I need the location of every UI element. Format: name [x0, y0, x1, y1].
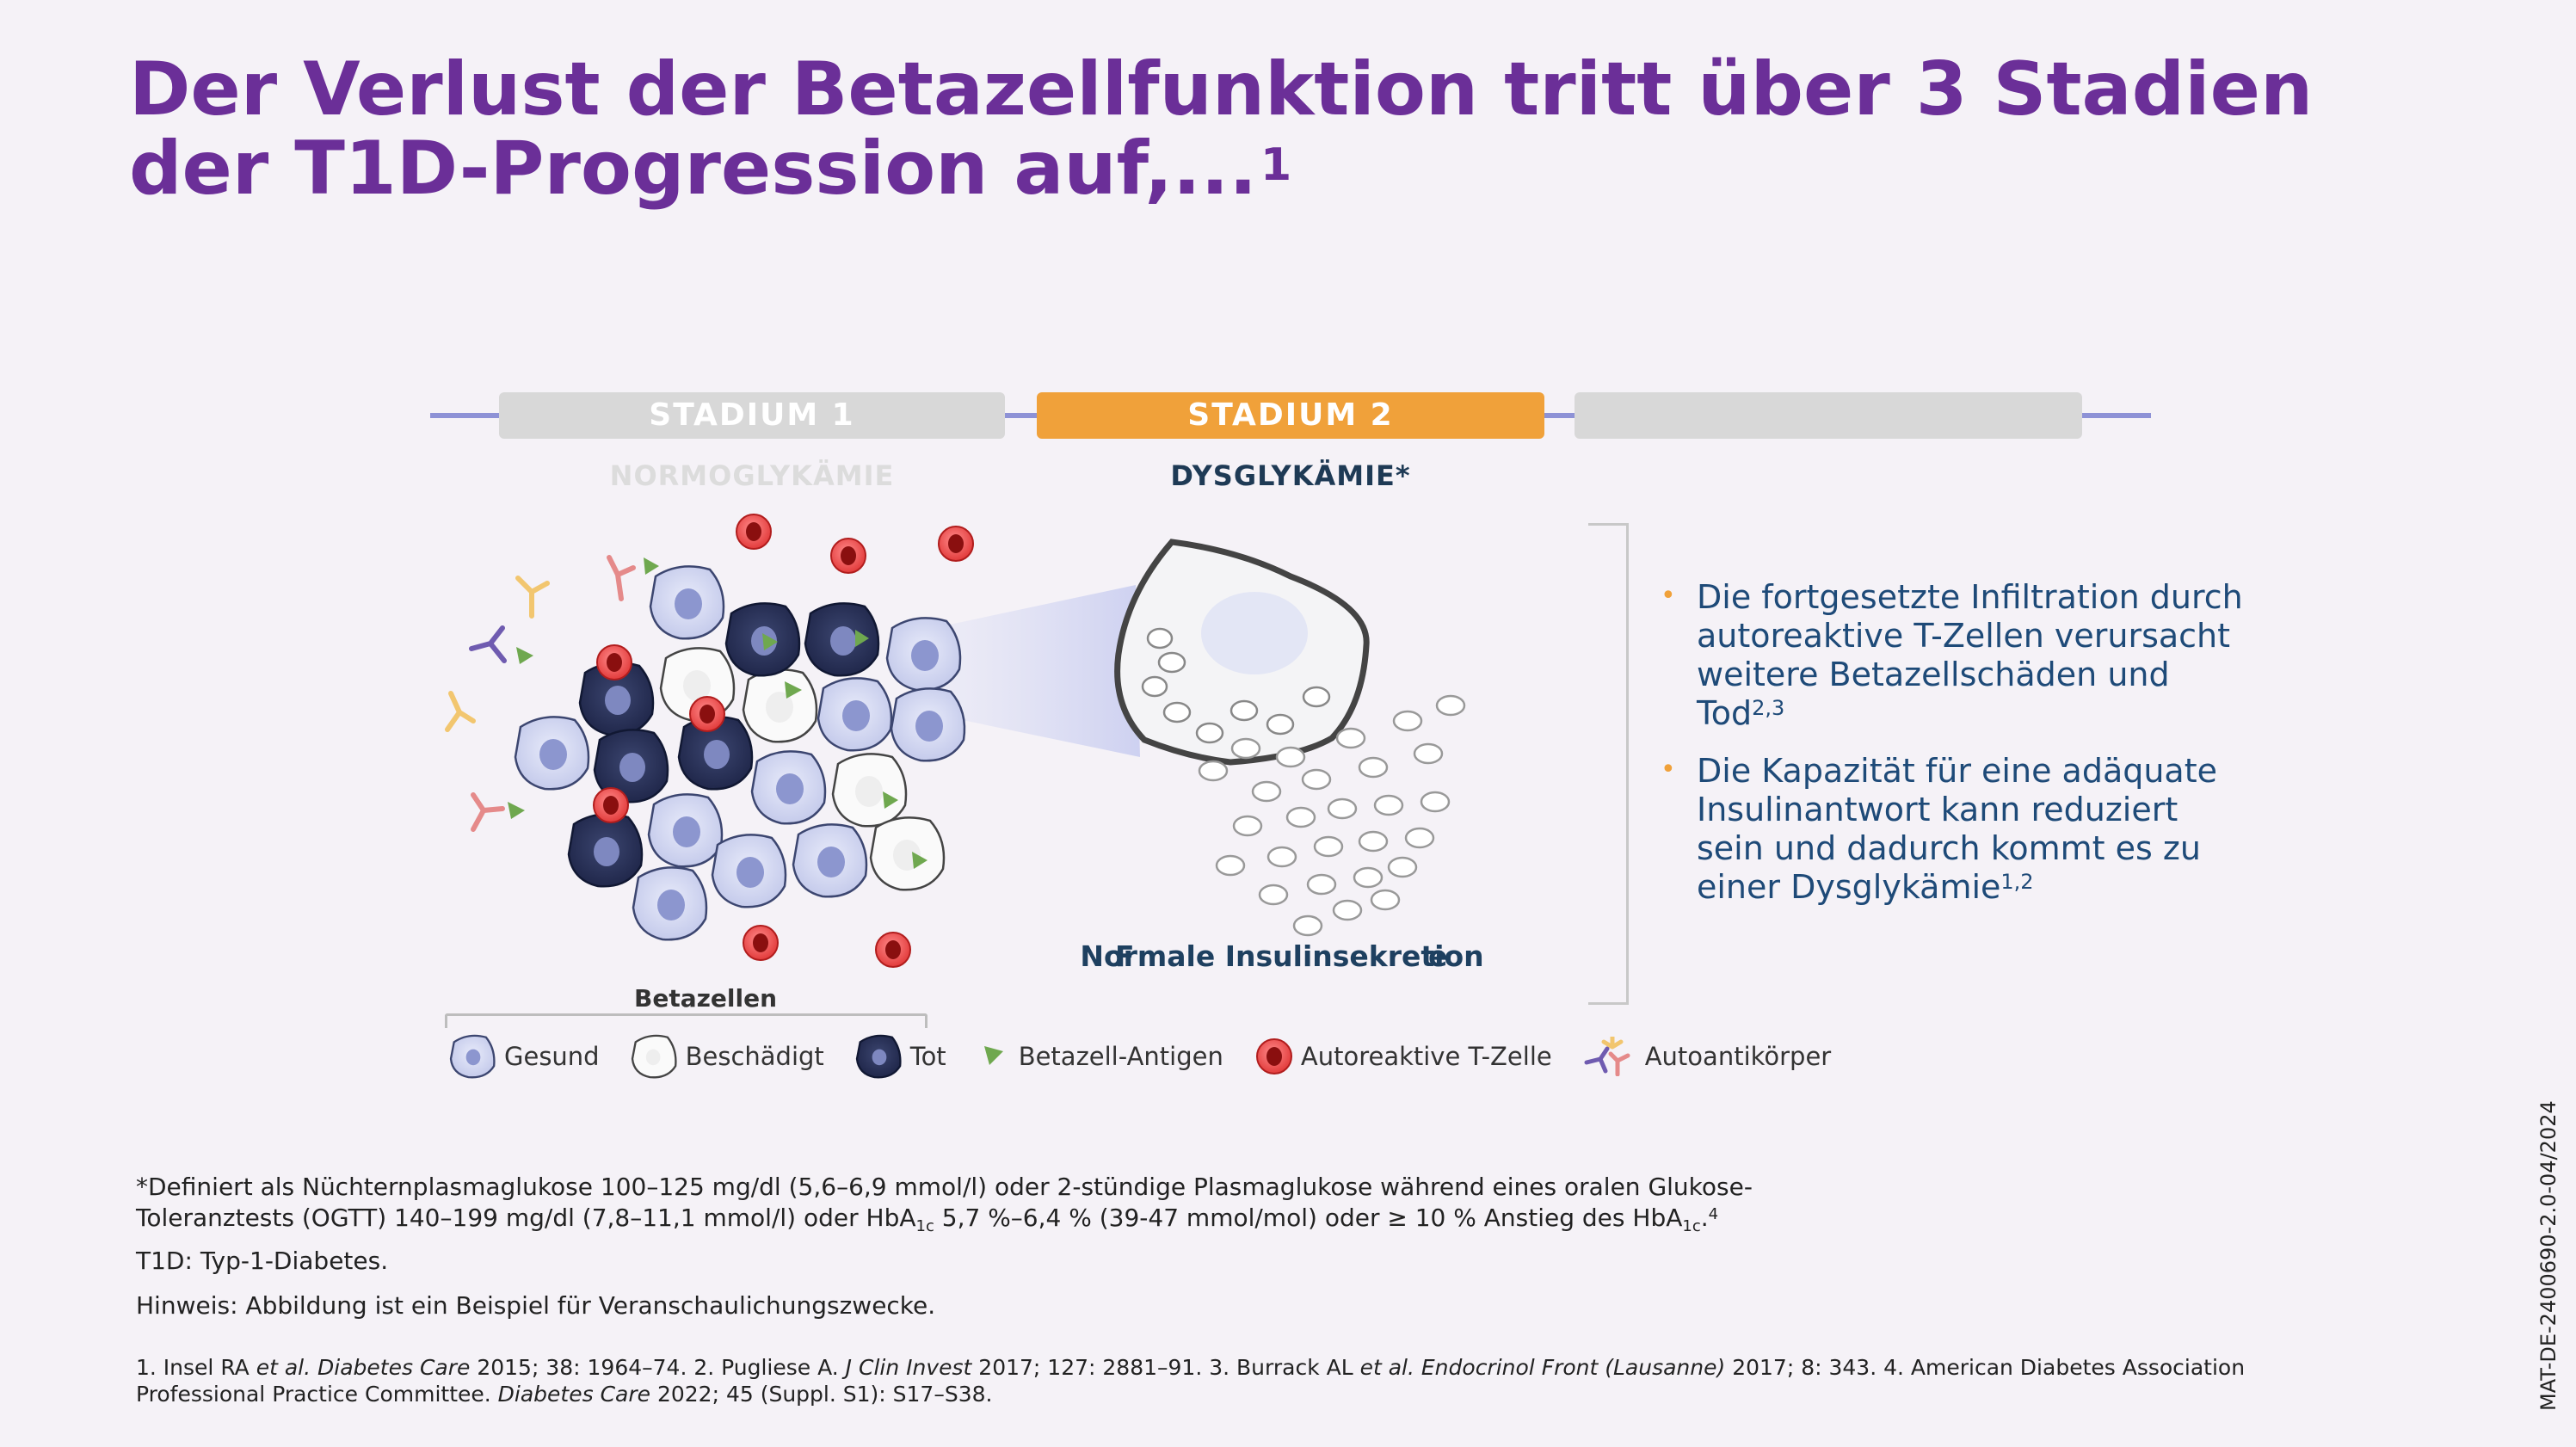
- bullet-dot-icon: •: [1661, 581, 1676, 611]
- legend-item-t-cell: Autoreaktive T-Zelle: [1254, 1037, 1552, 1076]
- magnified-beta-cell: [1114, 539, 1370, 766]
- legend-item-healthy: Gesund: [449, 1034, 600, 1079]
- beta-cell-diagram: [445, 514, 1466, 968]
- t-cell-icon: [1255, 1038, 1292, 1074]
- bullet-item: • Die Kapazität für eine adäquate Insulin…: [1661, 752, 2217, 906]
- title-reference: 1: [1260, 139, 1292, 191]
- bullet-list: • Die fortgesetzte Infiltration durch aut…: [1661, 578, 2246, 926]
- stage-1-bar: STADIUM 1: [499, 392, 1005, 439]
- dead-cells: [567, 602, 880, 888]
- autoantibody-icon: [1584, 1037, 1630, 1076]
- legend-item-damaged: Beschädigt: [631, 1034, 824, 1079]
- note-footnote: Hinweis: Abbildung ist ein Beispiel für …: [136, 1291, 936, 1320]
- stage-2-subtitle: DYSGLYKÄMIE*: [1170, 459, 1411, 492]
- bullet-item: • Die fortgesetzte Infiltration durch aut…: [1661, 578, 2243, 732]
- dead-cell-icon: [855, 1034, 902, 1079]
- legend-item-autoantibody: Autoantikörper: [1583, 1037, 1831, 1076]
- healthy-cells: [514, 565, 966, 941]
- stage-2-bar: STADIUM 2: [1037, 392, 1544, 439]
- legend-item-dead: Tot: [855, 1034, 946, 1079]
- antigens: [508, 557, 927, 869]
- insulin-granules: [1198, 694, 1466, 937]
- insulin-label-fragment-right: e: [1428, 939, 1448, 973]
- references: 1. Insel RA et al. Diabetes Care 2015; 3…: [136, 1355, 2246, 1407]
- legend: Gesund Beschädigt Tot Betazell-Antigen A…: [449, 1032, 1862, 1081]
- t-cells: [593, 514, 974, 968]
- legend-item-antigen: Betazell-Antigen: [977, 1039, 1223, 1074]
- beta-cells-label: Betazellen: [633, 984, 778, 1013]
- antigen-icon: [983, 1046, 1003, 1065]
- right-bracket: [1588, 523, 1629, 1005]
- insulin-label-fragment-left: F: [1115, 939, 1135, 973]
- definition-footnote: *Definiert als Nüchternplasmaglukose 100…: [136, 1173, 1753, 1235]
- beta-cells-bracket: [445, 1013, 927, 1028]
- abbreviation-footnote: T1D: Typ-1-Diabetes.: [136, 1247, 389, 1275]
- damaged-cell-icon: [631, 1034, 677, 1079]
- stage-3-bar: [1575, 392, 2082, 439]
- insulin-secretion-label: Normale Insulinsekretion: [1080, 939, 1484, 973]
- healthy-cell-icon: [449, 1034, 496, 1079]
- document-code: MAT-DE-2400690-2.0-04/2024: [2536, 1100, 2561, 1411]
- autoantibodies: [445, 555, 636, 832]
- stage-1-subtitle: NORMOGLYKÄMIE: [609, 459, 895, 492]
- zoom-cone: [934, 585, 1140, 757]
- page-title: Der Verlust der Betazellfunktion tritt ü…: [129, 46, 2314, 212]
- bullet-dot-icon: •: [1661, 754, 1676, 785]
